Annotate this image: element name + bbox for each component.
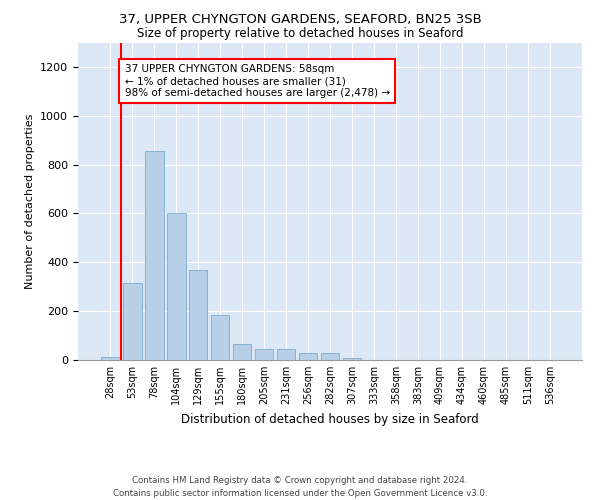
X-axis label: Distribution of detached houses by size in Seaford: Distribution of detached houses by size … [181, 412, 479, 426]
Text: 37, UPPER CHYNGTON GARDENS, SEAFORD, BN25 3SB: 37, UPPER CHYNGTON GARDENS, SEAFORD, BN2… [119, 12, 481, 26]
Bar [255, 349, 274, 360]
Text: 37 UPPER CHYNGTON GARDENS: 58sqm
← 1% of detached houses are smaller (31)
98% of: 37 UPPER CHYNGTON GARDENS: 58sqm ← 1% of… [125, 64, 389, 98]
Text: Contains HM Land Registry data © Crown copyright and database right 2024.
Contai: Contains HM Land Registry data © Crown c… [113, 476, 487, 498]
Bar [299, 352, 317, 360]
Bar [211, 315, 229, 360]
Bar [145, 151, 164, 360]
Bar [189, 270, 208, 360]
Bar [277, 349, 295, 360]
Bar [101, 357, 119, 360]
Bar [343, 358, 361, 360]
Bar [167, 214, 185, 360]
Y-axis label: Number of detached properties: Number of detached properties [25, 114, 35, 289]
Bar [320, 352, 340, 360]
Bar [233, 344, 251, 360]
Bar [123, 283, 142, 360]
Text: Size of property relative to detached houses in Seaford: Size of property relative to detached ho… [137, 28, 463, 40]
